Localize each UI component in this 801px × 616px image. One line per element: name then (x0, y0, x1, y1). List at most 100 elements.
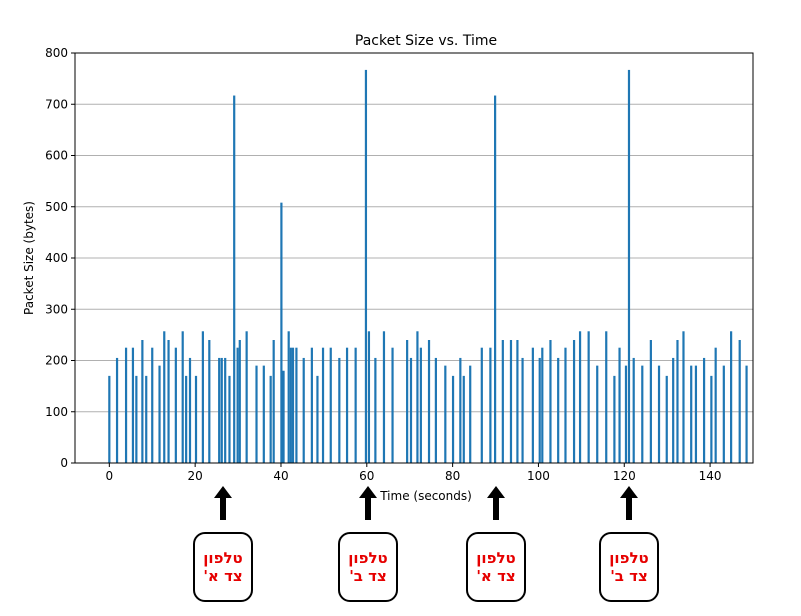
x-tick-label: 140 (699, 469, 722, 483)
bar (406, 340, 409, 463)
bar (416, 331, 419, 463)
bar (310, 347, 313, 463)
bar (694, 365, 698, 463)
y-tick-label: 100 (45, 405, 68, 419)
bar (469, 365, 472, 463)
bar (649, 340, 652, 463)
bar (730, 331, 733, 463)
callout-line-1: טלפון (203, 549, 243, 567)
bar (531, 347, 534, 463)
callout-box: טלפון צד א' (466, 532, 526, 602)
bar (509, 340, 513, 463)
bar (291, 347, 295, 463)
bar (578, 331, 582, 463)
bar (280, 202, 283, 463)
bar (282, 370, 285, 463)
bar (255, 365, 258, 463)
bar (459, 357, 462, 463)
bar (220, 357, 223, 463)
bar (624, 365, 628, 463)
bar (462, 375, 465, 463)
bar (564, 347, 567, 463)
y-tick-label: 700 (45, 97, 68, 111)
bar (201, 331, 204, 463)
bar (238, 340, 241, 463)
bar (185, 375, 188, 463)
bar (188, 357, 192, 463)
bar (690, 365, 693, 463)
bar (131, 347, 135, 463)
bar (516, 340, 519, 463)
bar (391, 347, 394, 463)
y-tick-label: 500 (45, 200, 68, 214)
x-tick-label: 40 (273, 469, 288, 483)
chart-title: Packet Size vs. Time (355, 33, 497, 49)
arrow-up-icon (487, 486, 505, 520)
arrow-up-icon (620, 486, 638, 520)
callout-line-1: טלפון (609, 549, 649, 567)
bar (135, 375, 138, 463)
x-axis-ticks: 0 20 40 60 80 100 120 140 (106, 463, 722, 483)
bar (427, 340, 431, 463)
bar (480, 347, 483, 463)
y-axis-ticks: 0 100 200 300 400 500 600 700 800 (45, 46, 75, 470)
callout-line-1: טלפון (348, 549, 388, 567)
bar (163, 331, 166, 463)
bar (115, 357, 119, 463)
bar (722, 365, 725, 463)
bar (174, 347, 177, 463)
bar (714, 347, 717, 463)
x-axis-label: Time (seconds) (379, 489, 472, 503)
bar (302, 357, 305, 463)
x-tick-label: 0 (106, 469, 114, 483)
bar (665, 375, 668, 463)
callout-line-2: צד א' (203, 567, 243, 585)
bar (676, 340, 679, 463)
bar (672, 357, 675, 463)
bar (521, 357, 524, 463)
y-tick-label: 300 (45, 302, 68, 316)
bar (587, 331, 590, 463)
bar (338, 357, 341, 463)
y-tick-label: 800 (45, 46, 68, 60)
bar (494, 95, 497, 463)
bar (262, 365, 265, 463)
callout-line-1: טלפון (476, 549, 516, 567)
bar (538, 357, 541, 463)
bar (236, 347, 239, 463)
bar (287, 331, 290, 463)
bar (451, 375, 455, 463)
bar (364, 69, 368, 463)
bar (224, 357, 227, 463)
callout-box: טלפון צד ב' (599, 532, 659, 602)
bar (167, 340, 170, 463)
bar (345, 347, 349, 463)
bar (289, 347, 292, 463)
bar (295, 347, 298, 463)
bar (245, 331, 248, 463)
bar (501, 340, 504, 463)
callout-box: טלפון צד א' (193, 532, 253, 602)
bar (158, 365, 161, 463)
bar (181, 331, 184, 463)
bar (549, 340, 552, 463)
bar (272, 340, 275, 463)
bar (124, 347, 128, 463)
bar (228, 375, 231, 463)
y-tick-label: 600 (45, 149, 68, 163)
arrow-up-icon (214, 486, 232, 520)
bar (233, 95, 236, 463)
y-tick-label: 400 (45, 251, 68, 265)
bar (702, 357, 706, 463)
bar (145, 375, 148, 463)
bar (367, 331, 371, 463)
bar (374, 357, 377, 463)
callout-line-2: צד ב' (349, 567, 387, 585)
bar (618, 347, 621, 463)
x-tick-label: 20 (188, 469, 203, 483)
x-tick-label: 80 (445, 469, 460, 483)
bar (710, 375, 713, 463)
bar (627, 69, 631, 463)
bar (682, 331, 685, 463)
y-axis-label: Packet Size (bytes) (22, 201, 36, 315)
